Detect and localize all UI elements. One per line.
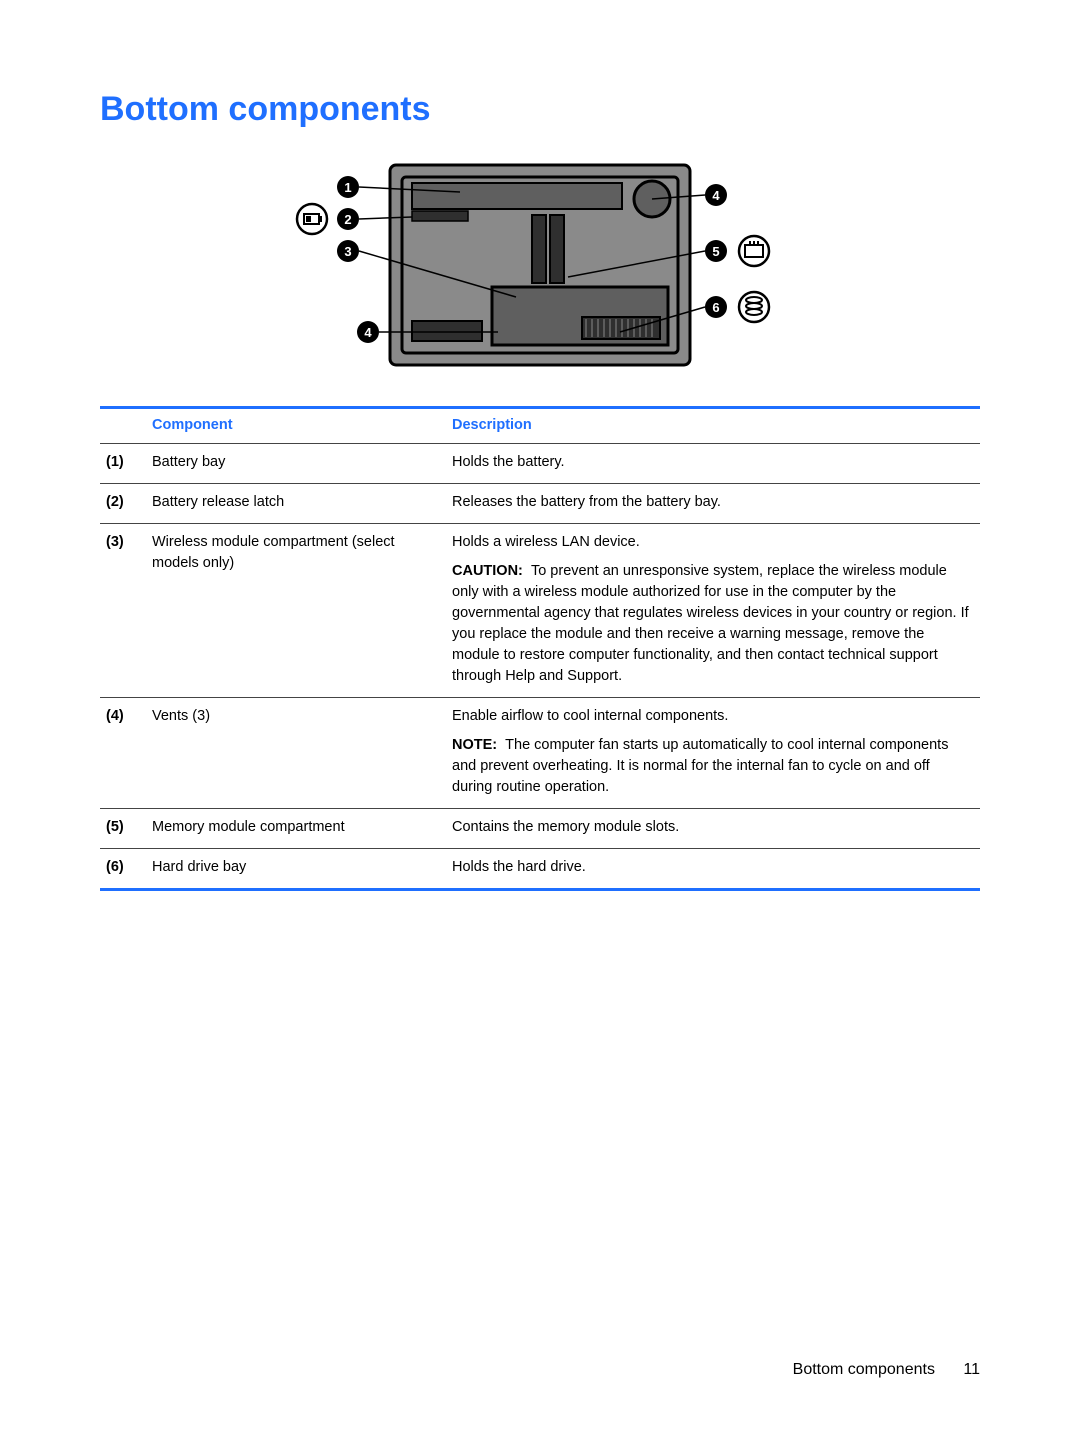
callout-label: 3 <box>337 240 359 262</box>
description-text: Holds the battery. <box>452 454 565 470</box>
row-number: (6) <box>100 849 146 890</box>
harddrive-icon <box>739 292 769 322</box>
row-description: Contains the memory module slots. <box>446 809 980 849</box>
table-header-row: Component Description <box>100 408 980 444</box>
description-text: Contains the memory module slots. <box>452 819 679 835</box>
row-component: Wireless module compartment (select mode… <box>146 524 446 698</box>
row-number: (1) <box>100 444 146 484</box>
row-number: (4) <box>100 698 146 809</box>
description-paragraph: Releases the battery from the battery ba… <box>452 492 974 513</box>
description-text: The computer fan starts up automatically… <box>452 737 948 795</box>
table-row: (6)Hard drive bay Holds the hard drive. <box>100 849 980 890</box>
description-paragraph: Enable airflow to cool internal componen… <box>452 706 974 727</box>
svg-text:1: 1 <box>344 180 351 195</box>
description-text: Holds a wireless LAN device. <box>452 534 640 550</box>
column-header-component: Component <box>146 408 446 444</box>
description-paragraph: Contains the memory module slots. <box>452 817 974 838</box>
svg-text:3: 3 <box>344 244 351 259</box>
row-number: (2) <box>100 484 146 524</box>
description-paragraph: Holds the hard drive. <box>452 857 974 878</box>
callout-label: 4 <box>705 184 727 206</box>
row-description: Holds the battery. <box>446 444 980 484</box>
page-footer: Bottom components 11 <box>793 1361 980 1379</box>
footer-section-title: Bottom components <box>793 1361 935 1378</box>
table-row: (5)Memory module compartment Contains the… <box>100 809 980 849</box>
row-component: Battery release latch <box>146 484 446 524</box>
description-paragraph: CAUTION: To prevent an unresponsive syst… <box>452 561 974 687</box>
row-component: Vents (3) <box>146 698 446 809</box>
description-callout: CAUTION: <box>452 563 523 579</box>
callout-label: 5 <box>705 240 727 262</box>
row-component: Battery bay <box>146 444 446 484</box>
row-number: (5) <box>100 809 146 849</box>
description-paragraph: Holds the battery. <box>452 452 974 473</box>
bottom-components-diagram: 1 2 3 4 4 5 6 <box>260 147 820 377</box>
callout-label: 6 <box>705 296 727 318</box>
svg-text:2: 2 <box>344 212 351 227</box>
description-text: To prevent an unresponsive system, repla… <box>452 563 969 684</box>
components-table: Component Description (1)Battery bayHold… <box>100 406 980 891</box>
battery-icon <box>297 204 327 234</box>
table-row: (1)Battery bay Holds the battery. <box>100 444 980 484</box>
description-text: Enable airflow to cool internal componen… <box>452 708 728 724</box>
page-heading: Bottom components <box>100 90 980 129</box>
row-component: Memory module compartment <box>146 809 446 849</box>
description-text: Holds the hard drive. <box>452 859 586 875</box>
description-paragraph: Holds a wireless LAN device. <box>452 532 974 553</box>
callout-label: 4 <box>357 321 379 343</box>
table-row: (4)Vents (3) Enable airflow to cool inter… <box>100 698 980 809</box>
description-callout: NOTE: <box>452 737 497 753</box>
svg-text:4: 4 <box>712 188 720 203</box>
row-component: Hard drive bay <box>146 849 446 890</box>
footer-page-number: 11 <box>963 1361 980 1378</box>
description-text: Releases the battery from the battery ba… <box>452 494 721 510</box>
svg-text:5: 5 <box>712 244 719 259</box>
callout-label: 2 <box>337 208 359 230</box>
document-page: Bottom components 1 2 3 4 4 5 6 Component Desc… <box>0 0 1080 1437</box>
memory-icon <box>739 236 769 266</box>
row-description: Enable airflow to cool internal componen… <box>446 698 980 809</box>
description-paragraph: NOTE: The computer fan starts up automat… <box>452 735 974 798</box>
row-description: Holds a wireless LAN device. CAUTION: To … <box>446 524 980 698</box>
svg-text:6: 6 <box>712 300 719 315</box>
table-row: (3)Wireless module compartment (select m… <box>100 524 980 698</box>
column-header-description: Description <box>446 408 980 444</box>
table-row: (2)Battery release latch Releases the bat… <box>100 484 980 524</box>
row-description: Holds the hard drive. <box>446 849 980 890</box>
callout-label: 1 <box>337 176 359 198</box>
row-description: Releases the battery from the battery ba… <box>446 484 980 524</box>
column-spacer <box>100 408 146 444</box>
svg-text:4: 4 <box>364 325 372 340</box>
row-number: (3) <box>100 524 146 698</box>
diagram-container: 1 2 3 4 4 5 6 <box>100 147 980 382</box>
